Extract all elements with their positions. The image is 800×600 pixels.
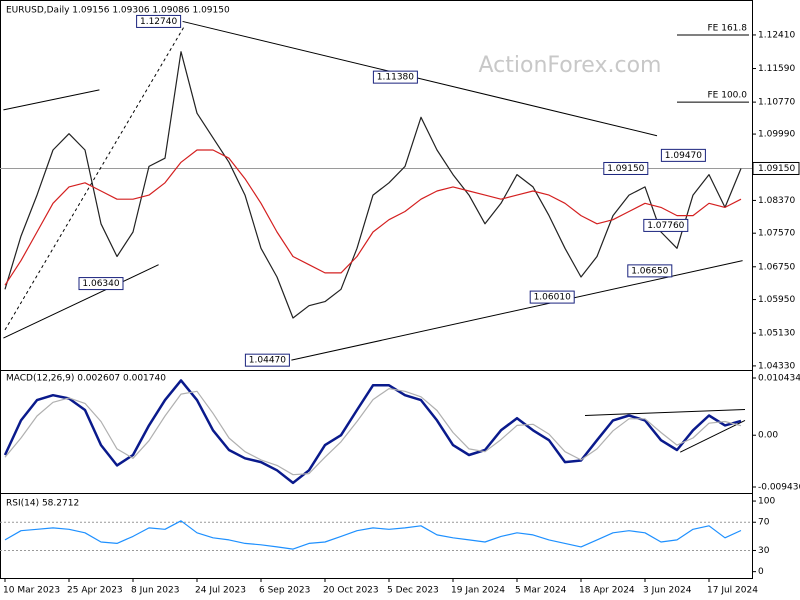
annotation-box [627, 264, 673, 278]
y-tick-label: 1.09990 [758, 130, 795, 140]
annotation-box [643, 218, 689, 232]
annotation-label: 1.11380 [377, 73, 414, 83]
annotation-label: 1.09470 [665, 151, 702, 161]
trend-line [3, 264, 159, 339]
annotation-label: 1.06650 [631, 266, 668, 276]
watermark: ActionForex.com [479, 53, 662, 78]
y-tick-label: 100 [758, 497, 775, 507]
trend-line [584, 408, 746, 416]
annotation-label: 1.04470 [249, 356, 286, 366]
rsi-title: RSI(14) 58.2712 [6, 499, 79, 509]
annotation-box [136, 14, 182, 28]
y-tick-label: 1.10770 [758, 98, 795, 108]
y-tick-label: 1.04330 [758, 361, 795, 371]
y-tick-label: 1.12410 [758, 30, 795, 40]
x-tick-label: 17 Jul 2024 [707, 586, 758, 596]
x-tick-label: 24 Jul 2023 [195, 586, 246, 596]
x-tick-label: 25 Apr 2023 [67, 586, 123, 596]
y-tick-label: 30 [758, 546, 770, 556]
trend-line [182, 20, 658, 137]
annotation-label: 1.06010 [534, 293, 571, 303]
last-price-label: 1.09150 [758, 164, 795, 174]
level-label: FE 100.0 [708, 91, 748, 101]
series-line [4, 520, 742, 550]
annotation-label: 1.12740 [140, 17, 177, 27]
series-line [4, 388, 742, 476]
x-tick-label: 18 Apr 2024 [579, 586, 635, 596]
trend-line [3, 89, 100, 111]
annotation-box [78, 277, 124, 291]
y-tick-label: 1.07570 [758, 229, 795, 239]
y-tick-label: 1.08370 [758, 196, 795, 206]
last-price-box [752, 161, 800, 175]
trend-line [679, 419, 746, 453]
x-tick-label: 8 Jun 2023 [131, 586, 179, 596]
series-line [4, 149, 742, 286]
x-tick-label: 3 Jun 2024 [643, 586, 692, 596]
y-tick-label: 1.05950 [758, 295, 795, 305]
x-tick-label: 5 Dec 2023 [387, 586, 439, 596]
chart-title: EURUSD,Daily 1.09156 1.09306 1.09086 1.0… [6, 6, 230, 16]
annotation-box [529, 290, 575, 304]
level-label: FE 161.8 [708, 23, 748, 33]
x-tick-label: 6 Sep 2023 [259, 586, 310, 596]
macd-title: MACD(12,26,9) 0.002607 0.001740 [6, 374, 166, 384]
x-tick-label: 5 Mar 2024 [515, 586, 567, 596]
y-tick-label: 0 [758, 567, 764, 577]
y-tick-label: -0.009436 [758, 482, 800, 492]
series-line [4, 51, 742, 319]
annotation-box [603, 161, 649, 175]
x-tick-label: 20 Oct 2023 [323, 586, 379, 596]
x-tick-label: 10 Mar 2023 [3, 586, 60, 596]
y-tick-label: 0.010434 [758, 373, 800, 383]
trend-line [4, 24, 186, 331]
series-line [3, 379, 742, 485]
y-tick-label: 1.06750 [758, 262, 795, 272]
annotation-box [660, 148, 706, 162]
y-tick-label: 1.11590 [758, 64, 795, 74]
y-tick-label: 1.05130 [758, 329, 795, 339]
annotation-box [244, 353, 290, 367]
x-tick-label: 19 Jan 2024 [451, 586, 505, 596]
y-tick-label: 70 [758, 518, 770, 528]
y-tick-label: 0.00 [758, 431, 778, 441]
annotation-box [372, 70, 418, 84]
annotation-label: 1.07760 [647, 221, 684, 231]
annotation-label: 1.09150 [607, 164, 644, 174]
plot-frame [0, 0, 753, 579]
annotation-label: 1.06340 [82, 279, 119, 289]
